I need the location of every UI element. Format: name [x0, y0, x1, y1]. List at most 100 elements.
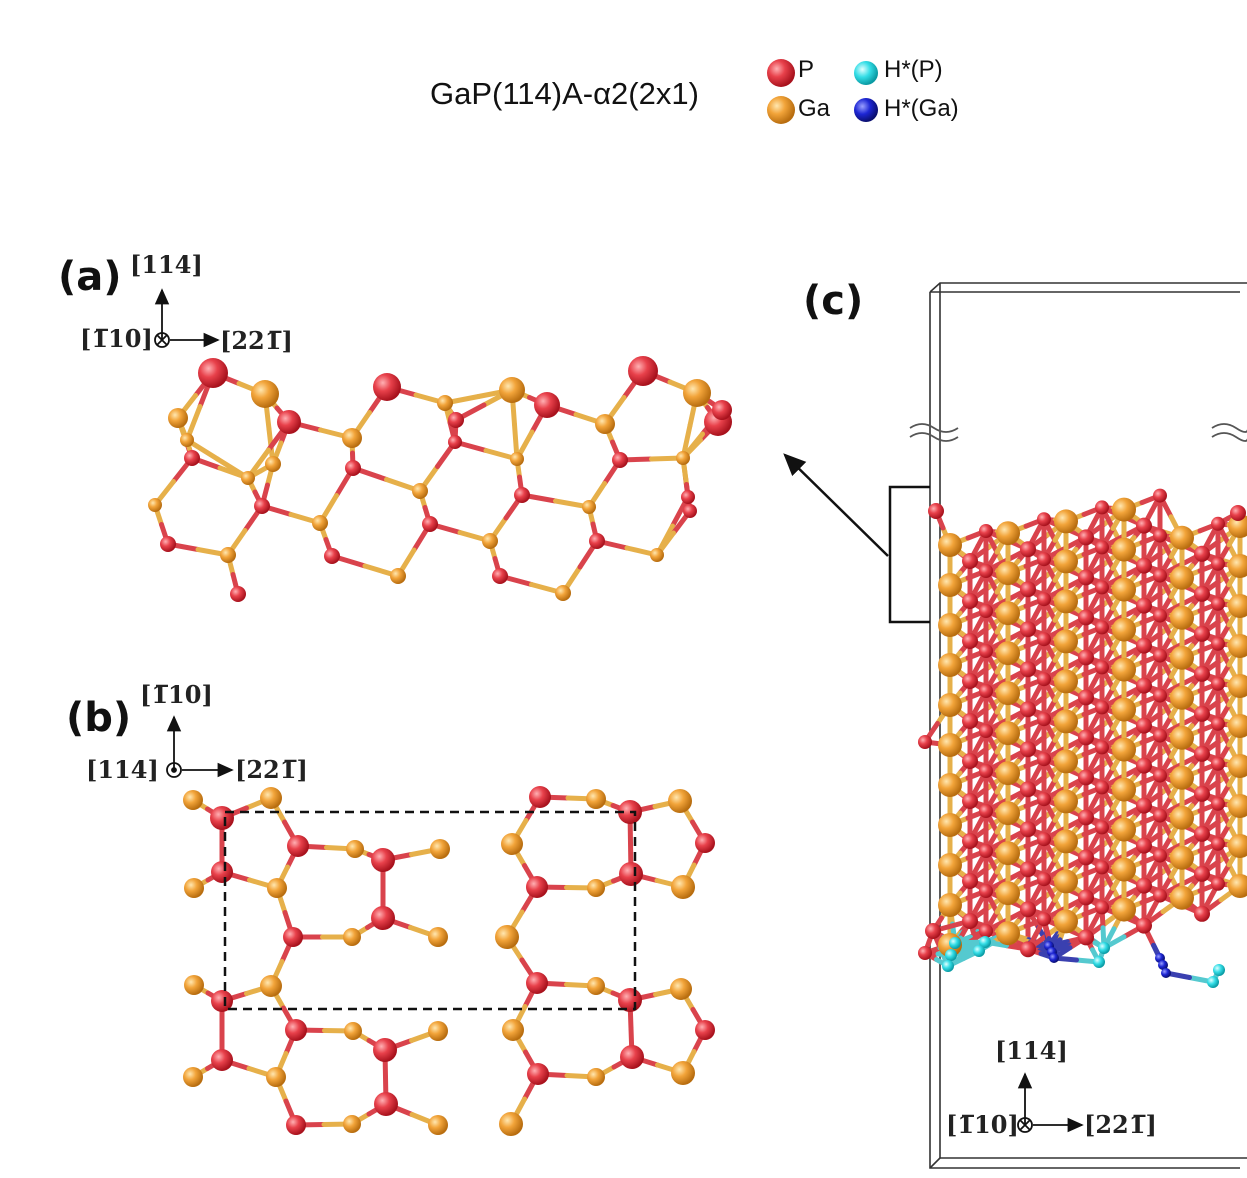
phosphorus-atom — [1037, 752, 1051, 767]
phosphorus-atom — [1020, 621, 1036, 638]
gallium-atom — [482, 533, 498, 549]
phosphorus-atom — [1095, 860, 1109, 875]
panel-b-axis-up: [1̅10] — [140, 680, 213, 709]
gallium-atom — [1112, 617, 1136, 642]
gallium-atom — [1112, 777, 1136, 802]
phosphorus-atom — [1153, 568, 1167, 583]
phosphorus-atom — [695, 1020, 715, 1040]
phosphorus-atom — [918, 735, 932, 749]
phosphorus-atom — [1194, 545, 1210, 562]
gallium-atom — [996, 761, 1020, 786]
phosphorus-atom — [286, 1115, 306, 1135]
phosphorus-atom — [628, 356, 658, 386]
legend-label-hp: H*(P) — [884, 56, 943, 83]
phosphorus-atom — [1153, 808, 1167, 823]
gallium-atom — [1054, 509, 1078, 534]
phosphorus-atom — [1037, 632, 1051, 647]
gallium-atom — [495, 925, 519, 949]
panel-a-atoms — [148, 356, 732, 602]
phosphorus-atom — [1211, 516, 1225, 531]
phosphorus-atom — [1078, 689, 1094, 706]
phosphorus-atom — [619, 862, 643, 886]
phosphorus-atom — [979, 604, 993, 618]
phosphorus-atom — [1194, 825, 1210, 842]
gallium-atom — [595, 414, 615, 434]
phosphorus-atom — [1194, 865, 1210, 882]
hydrogen-p-atom — [1093, 956, 1105, 968]
panel-a-label: (a) — [58, 254, 122, 300]
phosphorus-atom — [979, 804, 993, 818]
gallium-atom — [938, 773, 962, 797]
phosphorus-atom — [184, 450, 200, 466]
legend-swatches — [767, 59, 878, 124]
phosphorus-atom — [371, 906, 395, 930]
phosphorus-atom — [928, 503, 944, 519]
gallium-atom — [267, 878, 287, 898]
phosphorus-atom — [1211, 556, 1225, 571]
phosphorus-atom — [373, 373, 401, 401]
gallium-atom — [251, 380, 279, 408]
gallium-atom — [184, 878, 204, 898]
hydrogen-p-atom — [942, 960, 954, 972]
axis-b — [166, 715, 234, 778]
phosphorus-atom — [979, 884, 993, 898]
phosphorus-atom — [211, 990, 233, 1012]
phosphorus-atom — [979, 524, 993, 538]
phosphorus-atom — [1153, 888, 1167, 903]
phosphorus-atom — [1095, 700, 1109, 715]
phosphorus-atom — [1037, 672, 1051, 687]
phosphorus-atom — [1020, 741, 1036, 758]
gallium-atom — [346, 840, 364, 858]
gallium-atom — [1054, 869, 1078, 894]
legend-label-hga: H*(Ga) — [884, 95, 959, 122]
gallium-atom — [938, 853, 962, 877]
gallium-atom — [1170, 845, 1194, 870]
phosphorus-atom — [283, 927, 303, 947]
phosphorus-atom — [1095, 780, 1109, 795]
gallium-atom — [184, 975, 204, 995]
gallium-atom — [938, 813, 962, 837]
phosphorus-atom — [1136, 557, 1152, 574]
phosphorus-atom — [1078, 889, 1094, 906]
gallium-atom — [428, 927, 448, 947]
gallium-atom — [1112, 897, 1136, 922]
axis-c — [1017, 1072, 1084, 1133]
phosphorus-atom — [1020, 781, 1036, 798]
gallium-atom — [938, 893, 962, 917]
phosphorus-atom — [285, 1019, 307, 1041]
axis-a — [154, 288, 220, 348]
gallium-atom — [938, 533, 962, 557]
gallium-atom — [1054, 589, 1078, 614]
hydrogen-p-atom — [1098, 942, 1110, 954]
phosphorus-atom — [1136, 637, 1152, 654]
gallium-atom — [1054, 709, 1078, 734]
phosphorus-atom — [962, 713, 978, 729]
gallium-atom — [1054, 549, 1078, 574]
phosphorus-atom — [529, 786, 551, 808]
gallium-atom — [501, 833, 523, 855]
phosphorus-atom — [1037, 872, 1051, 887]
phosphorus-atom — [1020, 581, 1036, 598]
phosphorus-atom — [979, 684, 993, 698]
phosphorus-atom — [1095, 580, 1109, 595]
phosphorus-atom — [1211, 676, 1225, 691]
gallium-atom — [1228, 674, 1247, 698]
gallium-atom — [183, 790, 203, 810]
phosphorus-atom — [1153, 728, 1167, 743]
gallium-atom — [996, 921, 1020, 946]
phosphorus-atom — [448, 412, 464, 428]
phosphorus-atom — [962, 753, 978, 769]
phosphorus-atom — [979, 924, 993, 938]
gallium-atom — [938, 653, 962, 677]
supercell-box — [929, 282, 1247, 1169]
phosphorus-atom — [979, 564, 993, 578]
phosphorus-atom — [1153, 608, 1167, 623]
phosphorus-atom — [373, 1038, 397, 1062]
hydrogen-ga-atom — [1158, 960, 1168, 970]
phosphorus-atom — [1153, 648, 1167, 663]
gallium-atom — [266, 1067, 286, 1087]
phosphorus-atom — [1078, 769, 1094, 786]
phosphorus-atom — [1194, 905, 1210, 922]
phosphorus-atom — [514, 487, 530, 503]
